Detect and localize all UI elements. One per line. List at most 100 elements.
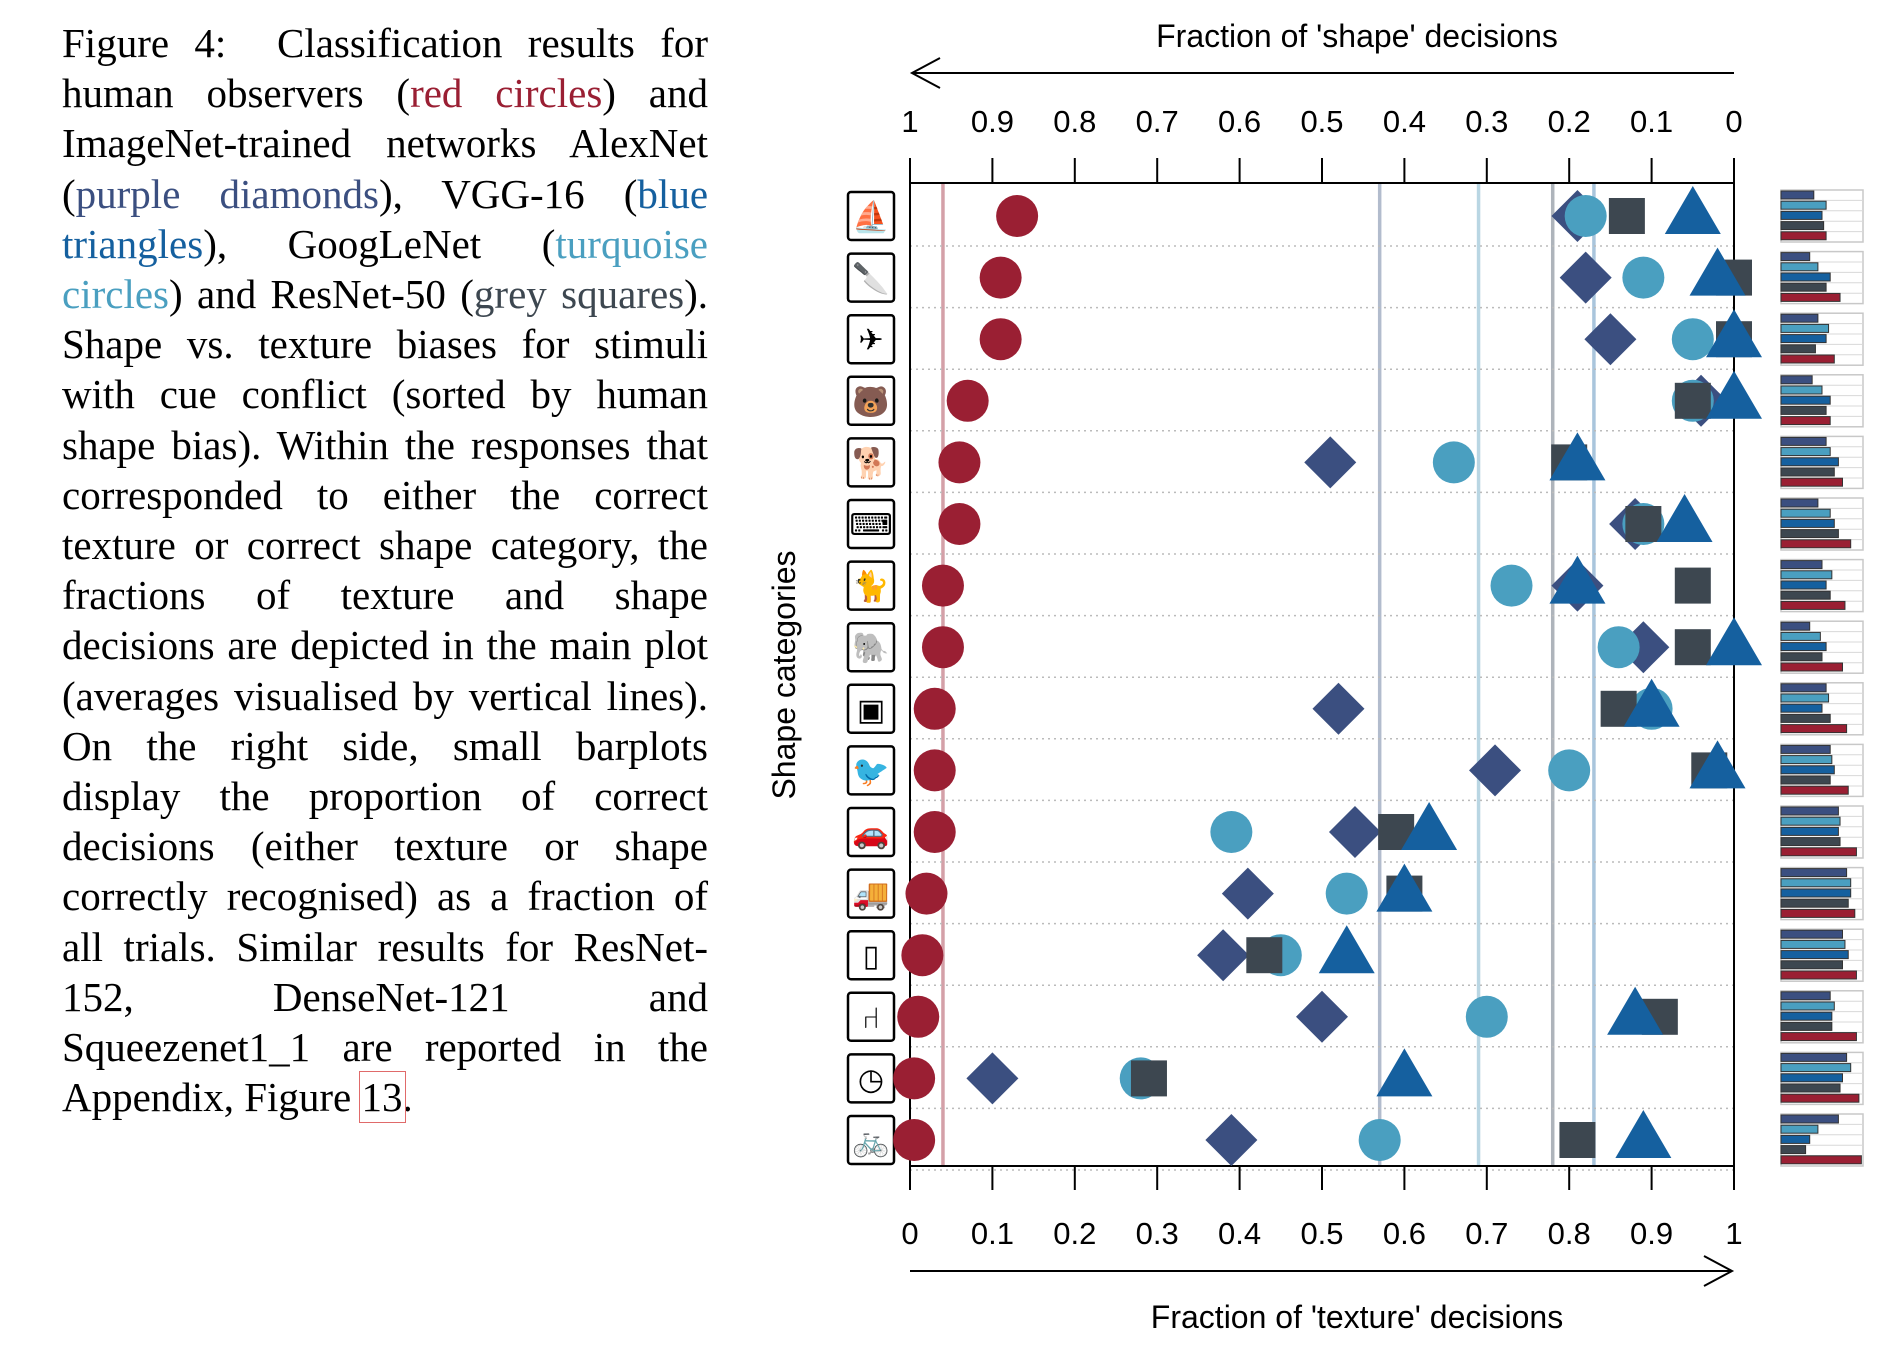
googlenet-point [1358,1119,1401,1161]
accuracy-bar [1780,457,1839,467]
accuracy-bar [1780,898,1849,908]
accuracy-bar [1780,375,1813,385]
accuracy-bar [1780,713,1831,723]
top-tick-label: 0.6 [1218,104,1261,139]
human-point [921,564,964,607]
alexnet-point [966,1052,1019,1105]
vgg16-point [1376,863,1433,912]
vgg16-point [1656,494,1713,542]
alexnet-point [1312,682,1365,735]
accuracy-barplot [1780,435,1864,490]
dog-icon: 🐕 [846,437,896,488]
accuracy-bar [1780,1124,1819,1134]
human-point [979,318,1022,361]
bottom-tick-label: 0.8 [1548,1216,1591,1251]
top-tick-label: 0.9 [971,104,1014,139]
icon-glyph: ◷ [858,1063,884,1096]
accuracy-barplot [1780,497,1864,551]
icon-frame [846,806,896,858]
caption-grey-label: grey squares [473,271,685,318]
car-icon: 🚗 [846,806,896,858]
accuracy-bar [1780,262,1819,272]
alexnet-point [1584,313,1637,366]
accuracy-bar [1780,498,1819,508]
bottom-tick-label: 0.5 [1300,1216,1343,1251]
bottom-tick-label: 0.1 [971,1216,1014,1251]
top-tick-label: 0.4 [1383,104,1426,139]
accuracy-bar [1780,888,1852,898]
accuracy-barplot [1780,374,1864,428]
vgg16-point [1376,1048,1433,1097]
human-point [913,811,956,853]
icon-frame [846,375,896,427]
accuracy-bar [1780,529,1839,539]
bottom-axis: 0 0.1 0.2 0.3 0.4 0.5 0.6 0.7 0.8 0.9 1 [901,1166,1743,1251]
figure-reference-link[interactable]: 13 [358,1071,406,1124]
data-points [893,186,1762,1166]
accuracy-bar [1780,847,1857,857]
resnet50-point [1608,198,1645,234]
accuracy-barplot [1780,682,1864,736]
accuracy-bar [1780,1145,1807,1155]
caption-text: . [402,1074,413,1121]
accuracy-bar [1780,950,1849,960]
icon-frame [846,621,896,673]
bear-icon: 🐻 [846,375,896,427]
truck-icon: 🚚 [846,868,896,919]
accuracy-bar [1780,642,1827,652]
human-point [938,441,981,484]
bottom-tick-label: 0.2 [1053,1216,1096,1251]
accuracy-bar [1780,570,1833,580]
human-point [913,687,956,730]
chair-icon: ⑁ [846,991,896,1043]
accuracy-bar [1780,200,1827,210]
accuracy-bar [1780,908,1856,918]
icon-frame [846,498,896,550]
icon-glyph: 🐘 [852,631,889,665]
vgg16-point [1401,802,1458,850]
accuracy-bar [1780,1155,1862,1165]
accuracy-bar [1780,354,1835,364]
caption-text: ) and ResNet-50 ( [168,271,474,318]
top-tick-label: 0 [1725,104,1742,139]
icon-frame [846,745,896,796]
keyboard-icon: ⌨ [846,498,896,550]
accuracy-bar [1780,1134,1811,1144]
human-point [979,256,1022,299]
accuracy-bar [1780,313,1819,323]
resnet50-point [1674,629,1711,666]
icon-glyph: 🚲 [852,1125,889,1158]
bird-icon: 🐦 [846,745,896,796]
accuracy-bar [1780,508,1831,518]
clock-icon: ◷ [846,1053,896,1104]
accuracy-bar [1780,652,1823,662]
accuracy-bar [1780,744,1831,754]
top-tick-label: 0.8 [1053,104,1096,139]
accuracy-barplot [1780,1113,1864,1167]
icon-frame [846,190,896,242]
accuracy-bar [1780,344,1816,354]
accuracy-bar [1780,683,1827,693]
knife-icon: 🔪 [846,252,896,303]
alexnet-point [1328,806,1381,858]
icon-glyph: 🐈 [852,569,889,604]
bottom-tick-label: 0 [901,1216,918,1251]
top-tick-label: 0.3 [1465,104,1508,139]
accuracy-bar [1780,1021,1833,1031]
googlenet-point [1325,872,1368,915]
resnet50-point [1674,382,1711,419]
bottom-tick-label: 0.4 [1218,1216,1261,1251]
accuracy-barplot [1780,928,1864,982]
alexnet-point [1197,929,1250,982]
accuracy-bar [1780,929,1843,939]
icon-glyph: ✈ [858,324,883,357]
top-tick-label: 0.2 [1548,104,1591,139]
average-lines [941,183,1596,1166]
vgg16-point [1318,925,1375,974]
accuracy-bar [1780,292,1841,302]
human-point [905,872,948,915]
icon-frame [846,313,896,365]
icon-frame [846,991,896,1043]
vgg16-point [1706,617,1762,666]
googlenet-point [1597,626,1640,669]
